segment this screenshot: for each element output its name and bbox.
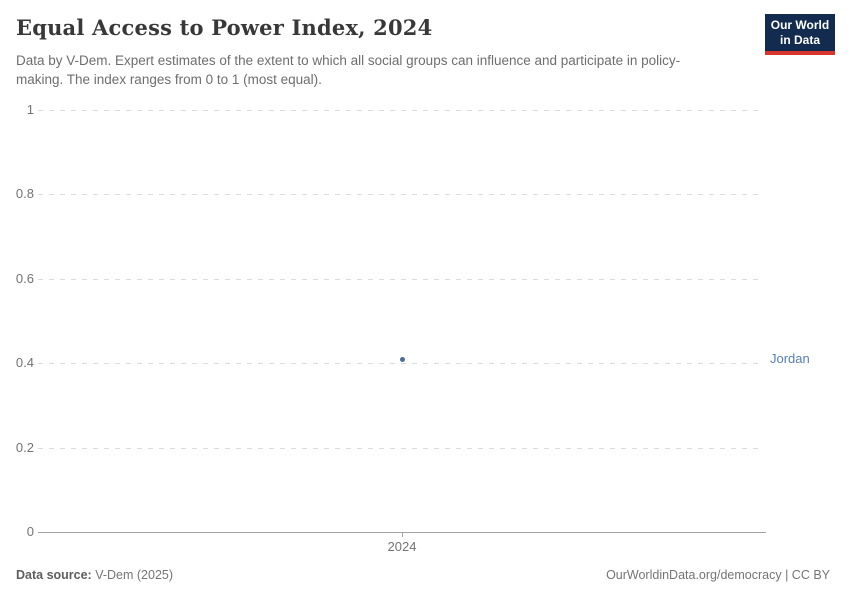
x-axis-line <box>38 532 766 533</box>
data-source-note: Data source: V-Dem (2025) <box>16 568 173 582</box>
data-source-label: Data source: <box>16 568 92 582</box>
horizontal-gridline <box>38 110 763 111</box>
credit-link[interactable]: OurWorldinData.org/democracy | CC BY <box>606 568 830 582</box>
y-axis-tick-label: 1 <box>26 102 34 117</box>
y-axis-tick-label: 0.4 <box>15 355 34 371</box>
x-axis-tick-mark <box>402 533 403 537</box>
horizontal-gridline <box>38 363 763 365</box>
entity-label-jordan: Jordan <box>770 350 810 366</box>
y-axis-tick-label: 0 <box>26 524 34 539</box>
data-source-value: V-Dem (2025) <box>91 568 174 582</box>
horizontal-gridline <box>38 278 763 280</box>
chart-title: Equal Access to Power Index, 2024 <box>16 15 433 40</box>
owid-logo-line2: in Data <box>779 33 820 47</box>
owid-logo[interactable]: Our World in Data <box>765 14 835 55</box>
y-axis-tick-label: 0.6 <box>15 270 34 286</box>
chart-footer: Data source: V-Dem (2025) OurWorldinData… <box>16 568 830 582</box>
y-axis-tick-label: 0.8 <box>15 186 34 202</box>
chart-subtitle: Data by V-Dem. Expert estimates of the e… <box>16 53 681 87</box>
data-point-jordan[interactable] <box>400 356 405 362</box>
horizontal-gridline <box>38 194 763 196</box>
y-axis-tick-label: 0.2 <box>15 439 34 455</box>
x-axis-tick-label: 2024 <box>387 539 417 554</box>
horizontal-gridline <box>38 447 763 449</box>
owid-logo-line1: Our World <box>770 18 830 32</box>
